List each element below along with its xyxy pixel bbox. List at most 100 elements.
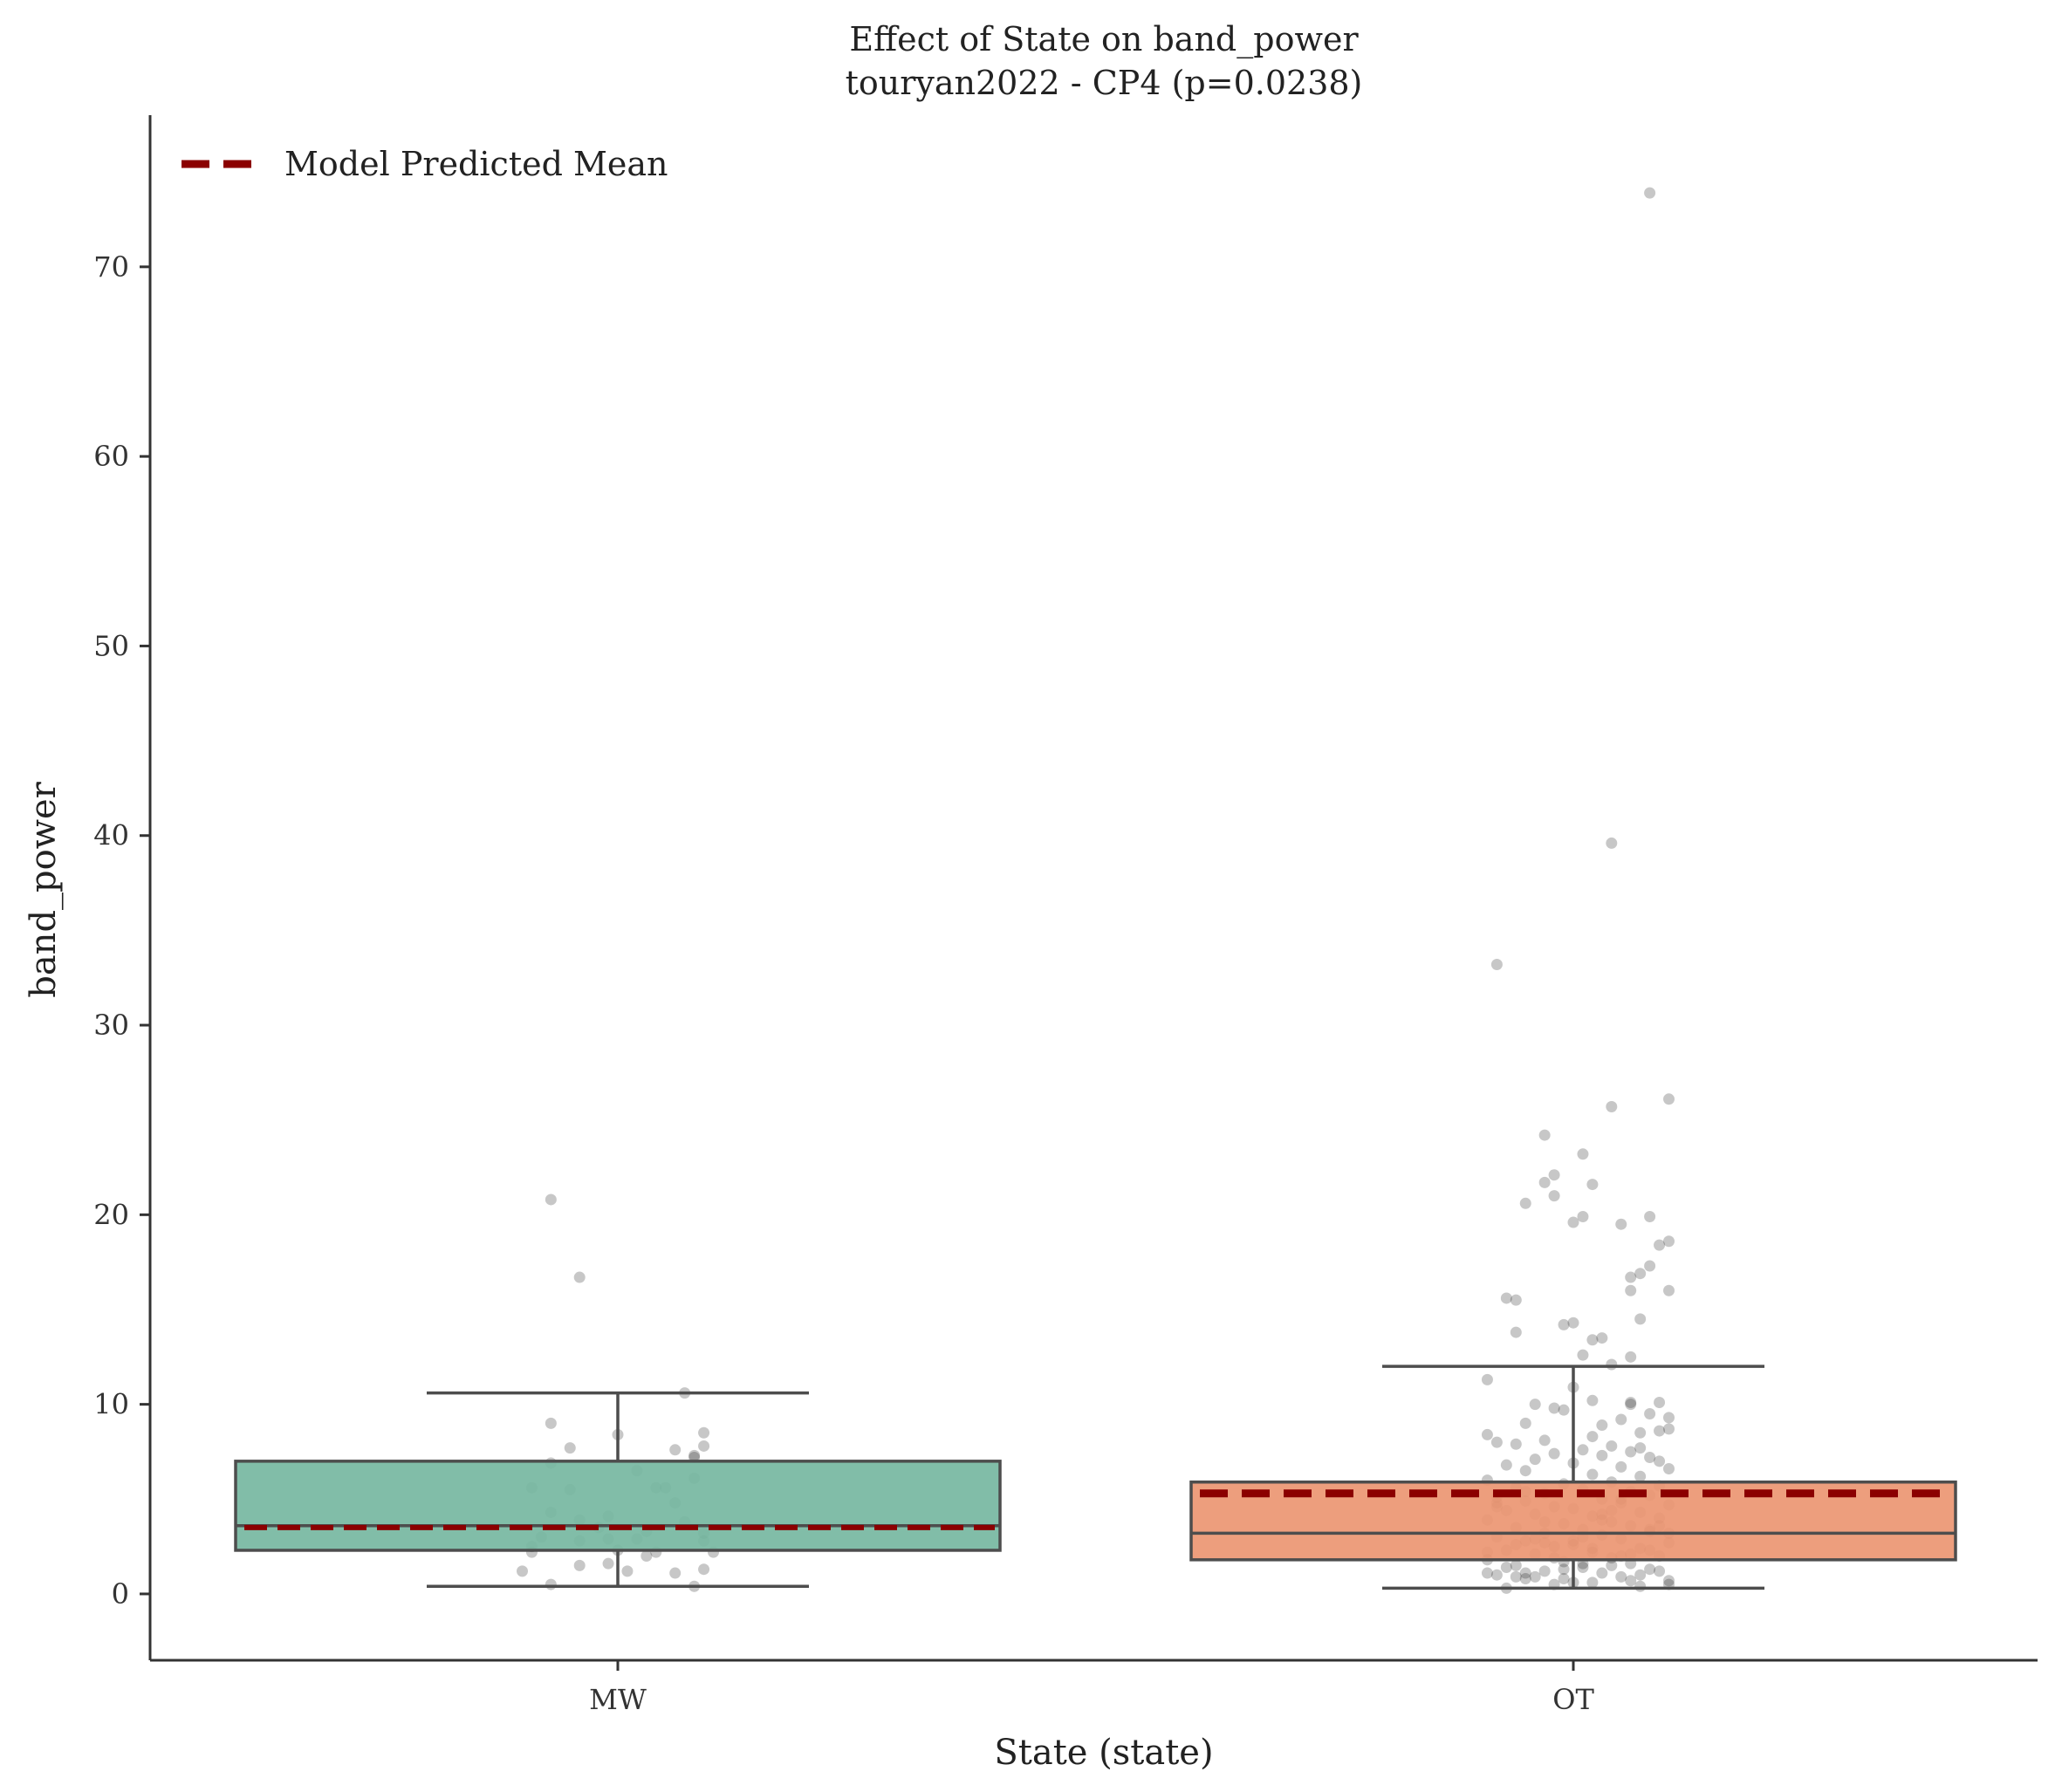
data-point-ot-66	[1500, 1459, 1512, 1471]
data-point-ot-156	[1625, 1575, 1637, 1587]
data-point-mw-10	[688, 1449, 701, 1461]
data-point-ot-27	[1558, 1318, 1570, 1330]
data-point-mw-40	[669, 1567, 682, 1579]
y-tick-label-30: 30	[93, 1009, 129, 1042]
data-point-ot-30	[1510, 1326, 1522, 1338]
data-point-mw-42	[517, 1565, 528, 1577]
data-point-ot-28	[1596, 1332, 1608, 1344]
data-point-ot-24	[1510, 1294, 1522, 1306]
data-point-ot-13	[1577, 1211, 1589, 1223]
data-point-ot-50	[1634, 1426, 1647, 1439]
x-tick-label-mw: MW	[589, 1683, 647, 1716]
data-point-ot-32	[1625, 1351, 1637, 1363]
data-point-ot-49	[1654, 1425, 1666, 1437]
data-point-ot-25	[1634, 1313, 1647, 1325]
data-point-mw-7	[669, 1444, 682, 1456]
data-point-ot-134	[1481, 1567, 1493, 1579]
legend: Model Predicted Mean	[182, 145, 668, 183]
boxes	[234, 1365, 1957, 1590]
data-point-ot-67	[1615, 1460, 1627, 1473]
data-point-ot-164	[1519, 1567, 1531, 1579]
data-point-ot-56	[1606, 1440, 1618, 1452]
data-point-ot-31	[1577, 1349, 1589, 1361]
box-ot	[1189, 1480, 1957, 1562]
y-tick-label-60: 60	[93, 440, 129, 473]
data-point-ot-0	[1644, 187, 1656, 199]
data-point-ot-14	[1567, 1216, 1579, 1228]
data-point-mw-43	[545, 1578, 557, 1590]
data-point-ot-157	[1510, 1570, 1522, 1583]
data-point-ot-11	[1519, 1197, 1531, 1209]
data-point-ot-53	[1538, 1434, 1551, 1447]
data-point-ot-21	[1663, 1284, 1675, 1296]
data-point-ot-132	[1654, 1565, 1666, 1577]
data-point-ot-123	[1615, 1570, 1627, 1583]
y-tick-label-0: 0	[112, 1577, 129, 1611]
data-point-ot-36	[1625, 1396, 1637, 1408]
data-point-mw-37	[602, 1557, 614, 1570]
chart-title: Effect of State on band_power	[849, 20, 1359, 59]
data-point-ot-39	[1529, 1399, 1541, 1411]
data-point-ot-43	[1558, 1404, 1570, 1416]
data-point-mw-38	[573, 1559, 586, 1571]
data-point-ot-48	[1663, 1423, 1675, 1435]
data-point-ot-40	[1586, 1394, 1599, 1406]
data-point-ot-117	[1510, 1559, 1522, 1571]
data-point-mw-8	[698, 1440, 710, 1452]
data-point-ot-42	[1644, 1408, 1656, 1420]
data-point-ot-18	[1644, 1260, 1656, 1272]
data-point-ot-71	[1634, 1470, 1647, 1482]
data-point-ot-122	[1490, 1569, 1503, 1581]
data-point-ot-22	[1625, 1284, 1637, 1296]
data-point-ot-60	[1548, 1447, 1560, 1460]
data-point-ot-125	[1663, 1575, 1675, 1587]
x-axis-label: State (state)	[994, 1733, 1213, 1773]
data-point-mw-0	[545, 1194, 557, 1206]
data-point-ot-119	[1644, 1563, 1656, 1576]
data-point-ot-16	[1663, 1235, 1675, 1248]
y-axis-label: band_power	[24, 781, 64, 997]
data-point-ot-130	[1586, 1577, 1599, 1589]
data-point-ot-37	[1654, 1396, 1666, 1408]
data-point-ot-47	[1596, 1419, 1608, 1432]
data-point-ot-54	[1490, 1436, 1503, 1448]
data-point-ot-148	[1634, 1569, 1647, 1581]
data-point-ot-135	[1558, 1573, 1570, 1585]
data-point-ot-6	[1577, 1148, 1589, 1160]
data-point-ot-70	[1586, 1468, 1599, 1481]
data-point-mw-1	[573, 1271, 586, 1283]
data-point-ot-34	[1481, 1373, 1493, 1385]
data-point-ot-29	[1586, 1334, 1599, 1346]
data-point-ot-64	[1654, 1455, 1666, 1467]
data-point-ot-131	[1529, 1570, 1541, 1583]
data-point-ot-57	[1634, 1442, 1647, 1454]
data-point-ot-121	[1596, 1567, 1608, 1579]
data-point-ot-9	[1586, 1179, 1599, 1191]
y-tick-label-10: 10	[93, 1388, 129, 1421]
chart-subtitle: touryan2022 - CP4 (p=0.0238)	[846, 64, 1363, 102]
data-point-ot-120	[1538, 1565, 1551, 1577]
data-point-ot-155	[1558, 1563, 1570, 1576]
y-tick-label-50: 50	[93, 629, 129, 662]
data-point-ot-62	[1644, 1451, 1656, 1463]
data-point-ot-33	[1606, 1358, 1618, 1371]
y-tick-label-20: 20	[93, 1198, 129, 1231]
data-point-ot-23	[1500, 1292, 1512, 1304]
data-point-ot-26	[1567, 1317, 1579, 1329]
data-point-mw-41	[698, 1563, 710, 1576]
data-point-ot-124	[1519, 1573, 1531, 1585]
axes: 0 10 20 30 40 50 60 70 MW OT	[93, 115, 2038, 1716]
data-point-ot-2	[1490, 959, 1503, 971]
data-point-ot-10	[1548, 1190, 1560, 1202]
data-point-mw-6	[564, 1442, 576, 1454]
data-point-ot-63	[1529, 1453, 1541, 1466]
data-points	[517, 187, 1675, 1594]
data-point-ot-52	[1586, 1431, 1599, 1443]
data-point-ot-19	[1634, 1268, 1647, 1280]
data-point-ot-59	[1625, 1446, 1637, 1458]
data-point-mw-35	[641, 1549, 653, 1562]
data-point-mw-5	[698, 1426, 710, 1439]
data-point-ot-7	[1548, 1169, 1560, 1181]
data-point-ot-41	[1548, 1402, 1560, 1414]
